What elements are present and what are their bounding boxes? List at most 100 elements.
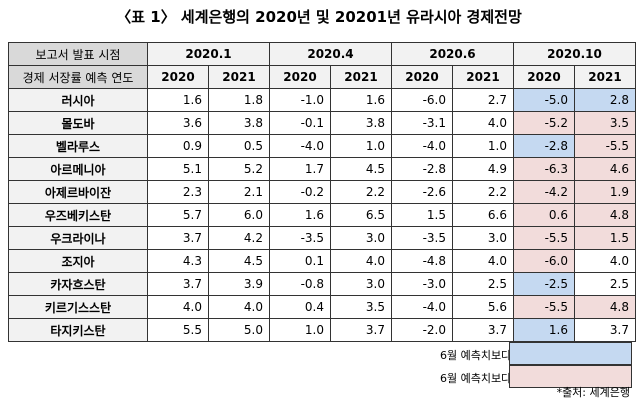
header-row: 경제 서장률 예측 연도 2020 2021 2020 2021 2020 2021 2020… [8,65,636,89]
value-cell: -0.1 [269,111,331,135]
value-cell: -5.5 [513,295,575,319]
country-name: 타지키스탄 [8,318,148,342]
value-cell: 3.0 [452,226,514,250]
table-row: 벨라루스 0.9 0.5 -4.0 1.0 -4.0 1.0 -2.8 -5.5 [8,134,636,158]
value-cell: 2.2 [330,180,392,204]
value-cell: 5.5 [147,318,209,342]
value-cell: -2.8 [391,157,453,181]
value-cell: 2.7 [452,88,514,112]
value-cell: 3.7 [330,318,392,342]
value-cell: 3.8 [208,111,270,135]
value-cell: 2.1 [208,180,270,204]
value-cell: -4.0 [269,134,331,158]
value-cell: -0.2 [269,180,331,204]
value-cell: 4.8 [574,295,636,319]
value-cell: 4.0 [452,111,514,135]
forecast-table: 보고서 발표 시점 2020.1 2020.4 2020.6 2020.10 경제 서장률… [8,42,636,342]
value-cell: 1.7 [269,157,331,181]
year-header: 2021 [330,65,392,89]
value-cell: 5.7 [147,203,209,227]
value-cell: 1.0 [452,134,514,158]
header-row: 보고서 발표 시점 2020.1 2020.4 2020.6 2020.10 [8,42,636,66]
value-cell: 3.5 [574,111,636,135]
country-name: 아르메니아 [8,157,148,181]
year-header: 2020 [147,65,209,89]
value-cell: 2.2 [452,180,514,204]
year-header: 2021 [452,65,514,89]
table-row: 몰도바 3.6 3.8 -0.1 3.8 -3.1 4.0 -5.2 3.5 [8,111,636,135]
value-cell: -5.0 [513,88,575,112]
value-cell: 0.6 [513,203,575,227]
table-row: 아르메니아 5.1 5.2 1.7 4.5 -2.8 4.9 -6.3 4.6 [8,157,636,181]
value-cell: -3.0 [391,272,453,296]
year-header: 2020 [269,65,331,89]
value-cell: 4.3 [147,249,209,273]
value-cell: 4.5 [208,249,270,273]
country-name: 카자흐스탄 [8,272,148,296]
value-cell: 1.5 [574,226,636,250]
value-cell: 1.6 [513,318,575,342]
value-cell: 2.5 [574,272,636,296]
value-cell: 3.6 [147,111,209,135]
value-cell: -5.5 [574,134,636,158]
value-cell: -3.5 [391,226,453,250]
value-cell: -4.0 [391,295,453,319]
country-name: 아제르바이잔 [8,180,148,204]
corner-cell: 경제 서장률 예측 연도 [8,65,148,89]
value-cell: 4.0 [574,249,636,273]
country-name: 우즈베키스탄 [8,203,148,227]
value-cell: -3.1 [391,111,453,135]
value-cell: 4.0 [208,295,270,319]
value-cell: 4.0 [330,249,392,273]
value-cell: -5.5 [513,226,575,250]
value-cell: 1.0 [269,318,331,342]
value-cell: 3.8 [330,111,392,135]
value-cell: 1.6 [147,88,209,112]
country-name: 우크라이나 [8,226,148,250]
value-cell: 1.6 [330,88,392,112]
value-cell: 4.5 [330,157,392,181]
value-cell: -6.0 [391,88,453,112]
value-cell: 6.6 [452,203,514,227]
value-cell: -2.8 [513,134,575,158]
table-row: 타지키스탄 5.5 5.0 1.0 3.7 -2.0 3.7 1.6 3.7 [8,318,636,342]
value-cell: -0.8 [269,272,331,296]
value-cell: 2.5 [452,272,514,296]
value-cell: 0.1 [269,249,331,273]
table-row: 아제르바이잔 2.3 2.1 -0.2 2.2 -2.6 2.2 -4.2 1.9 [8,180,636,204]
value-cell: 0.5 [208,134,270,158]
value-cell: 2.3 [147,180,209,204]
value-cell: 3.7 [452,318,514,342]
value-cell: 4.8 [574,203,636,227]
period-header: 2020.10 [513,42,636,66]
value-cell: -5.2 [513,111,575,135]
year-header: 2021 [208,65,270,89]
value-cell: -4.8 [391,249,453,273]
country-name: 몰도바 [8,111,148,135]
value-cell: 6.0 [208,203,270,227]
corner-cell: 보고서 발표 시점 [8,42,148,66]
table-row: 카자흐스탄 3.7 3.9 -0.8 3.0 -3.0 2.5 -2.5 2.5 [8,272,636,296]
period-header: 2020.6 [391,42,514,66]
value-cell: -6.3 [513,157,575,181]
legend-swatch [509,342,632,365]
value-cell: 5.6 [452,295,514,319]
period-header: 2020.4 [269,42,392,66]
value-cell: 5.2 [208,157,270,181]
value-cell: 2.8 [574,88,636,112]
country-name: 러시아 [8,88,148,112]
legend-swatch [509,365,632,388]
year-header: 2020 [391,65,453,89]
value-cell: 6.5 [330,203,392,227]
value-cell: 3.0 [330,272,392,296]
value-cell: 4.2 [208,226,270,250]
value-cell: 1.9 [574,180,636,204]
value-cell: 1.5 [391,203,453,227]
value-cell: 5.0 [208,318,270,342]
value-cell: 0.4 [269,295,331,319]
value-cell: -2.5 [513,272,575,296]
value-cell: 0.9 [147,134,209,158]
value-cell: 3.7 [147,226,209,250]
value-cell: 4.0 [147,295,209,319]
